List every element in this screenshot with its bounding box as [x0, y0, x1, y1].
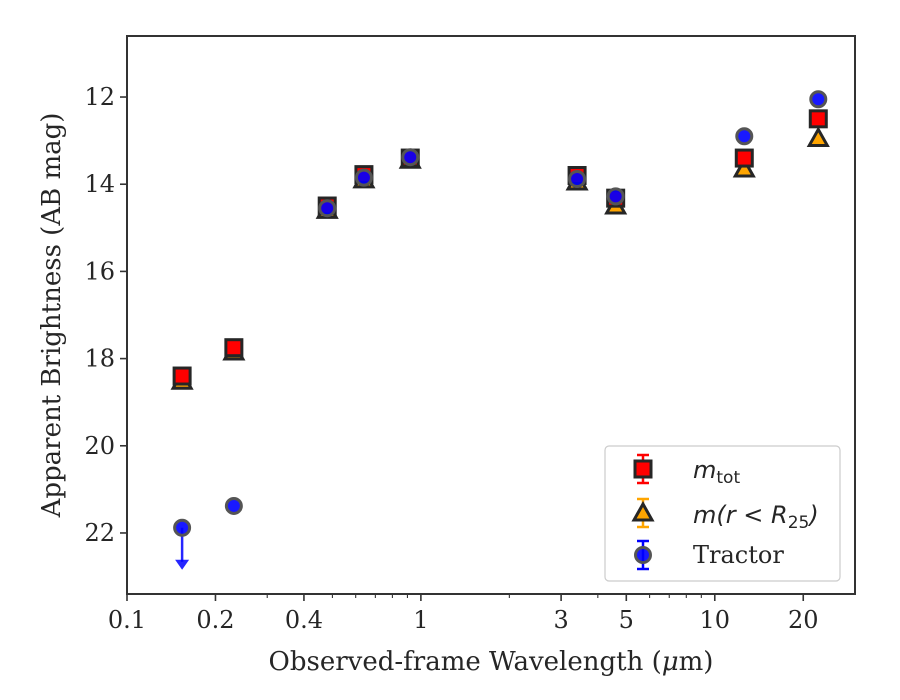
y-tick-label: 18: [84, 345, 115, 373]
triangle-marker: [806, 126, 830, 147]
x-tick-label: 0.2: [196, 606, 234, 634]
y-tick-label: 12: [84, 83, 115, 111]
circle-marker: [606, 187, 625, 206]
y-tick-label: 14: [84, 170, 115, 198]
legend-square-marker: [633, 459, 653, 479]
x-tick-label: 0.4: [285, 606, 323, 634]
y-axis-label: Apparent Brightness (AB mag): [37, 113, 67, 519]
legend-label-mr25: m(r < R25): [693, 501, 819, 533]
data-points: [170, 90, 830, 570]
square-marker: [734, 148, 754, 168]
x-tick-label: 20: [788, 606, 819, 634]
y-tick-label: 20: [84, 432, 115, 460]
circle-marker: [354, 168, 373, 187]
y-tick-label: 22: [84, 519, 115, 547]
x-tick-label: 10: [700, 606, 731, 634]
square-marker: [808, 109, 828, 129]
triangle-marker: [732, 156, 756, 178]
legend: mtot m(r < R25) Tractor: [604, 445, 841, 582]
y-tick-label: 16: [84, 257, 115, 285]
x-tick-label: 5: [619, 606, 634, 634]
legend-markers: [631, 453, 655, 571]
circle-marker: [401, 148, 420, 167]
circle-marker: [173, 518, 192, 537]
upper-limit-arrow-head: [175, 559, 190, 570]
x-tick-label: 1: [413, 606, 428, 634]
axis-ticks: 0.1 0.2 0.4 1 3 5 10 20 12 14 16 18 20 22: [84, 83, 818, 634]
square-marker: [172, 366, 192, 386]
circle-marker: [318, 199, 337, 218]
legend-label-mtot: mtot: [693, 456, 740, 488]
x-tick-label: 0.1: [108, 606, 146, 634]
plot-frame: [126, 35, 856, 595]
legend-box: [604, 445, 841, 582]
circle-marker: [809, 90, 828, 109]
circle-marker: [568, 169, 587, 188]
x-axis-label: Observed-frame Wavelength (μm): [269, 647, 714, 677]
legend-triangle-marker: [631, 500, 655, 522]
legend-circle-marker: [634, 546, 652, 564]
x-tick-label: 3: [553, 606, 568, 634]
square-marker: [224, 338, 244, 358]
circle-marker: [224, 496, 243, 515]
legend-label-tractor: Tractor: [693, 541, 784, 569]
circle-marker: [735, 127, 754, 146]
